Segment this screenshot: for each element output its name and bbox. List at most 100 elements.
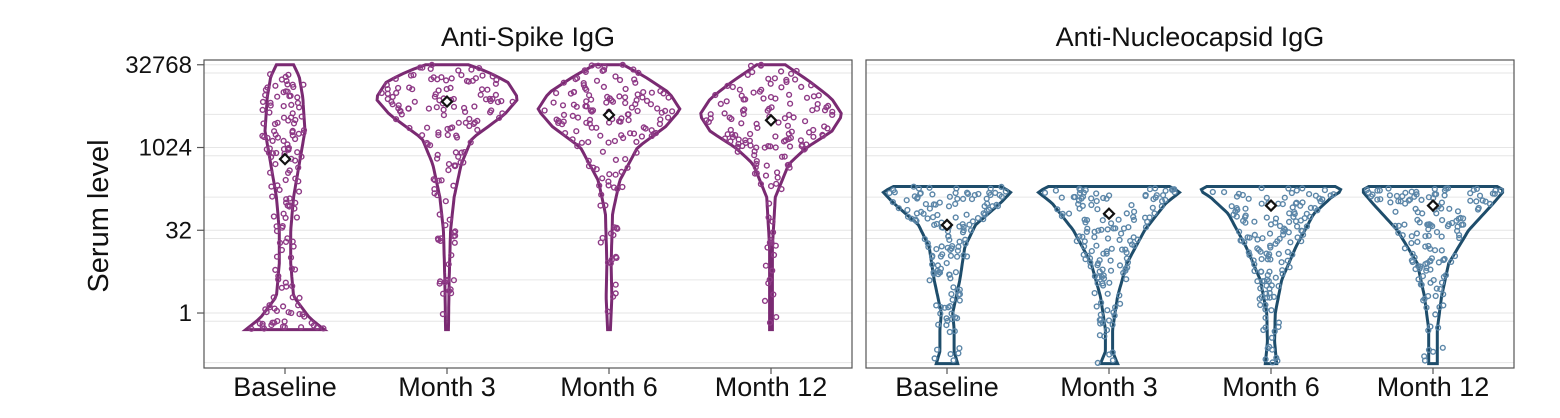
data-point: [604, 93, 611, 101]
data-point: [286, 195, 293, 202]
data-point: [1275, 323, 1282, 331]
data-point: [1447, 258, 1455, 266]
data-point: [290, 120, 298, 127]
mean-marker: [602, 108, 616, 122]
data-point: [1423, 267, 1430, 274]
data-point: [280, 114, 288, 121]
data-point: [1303, 223, 1311, 230]
data-point: [457, 159, 464, 166]
data-point: [272, 131, 279, 138]
data-point: [1262, 306, 1269, 313]
data-point: [1258, 184, 1265, 192]
data-point: [269, 137, 276, 145]
data-point: [1425, 232, 1432, 239]
data-point: [458, 71, 465, 79]
data-point: [476, 64, 483, 72]
data-point: [740, 110, 747, 118]
data-point: [1421, 295, 1428, 302]
data-point: [595, 62, 602, 69]
data-point: [774, 174, 781, 181]
data-point: [1385, 185, 1392, 192]
data-point: [492, 80, 500, 87]
data-point: [634, 107, 641, 115]
data-point: [616, 76, 624, 84]
data-point: [585, 139, 592, 146]
data-point: [1442, 185, 1450, 192]
data-point: [1327, 192, 1334, 199]
data-point: [282, 176, 289, 184]
data-point: [272, 82, 279, 89]
data-point: [1288, 189, 1296, 197]
data-point: [810, 93, 818, 100]
data-point: [767, 80, 774, 87]
data-point: [560, 79, 567, 86]
data-point: [280, 146, 288, 153]
data-point: [1444, 223, 1452, 230]
data-point: [744, 71, 751, 79]
data-point: [933, 346, 941, 353]
data-point: [1103, 248, 1110, 255]
data-point: [619, 183, 626, 191]
data-point: [778, 186, 785, 193]
data-point: [587, 96, 595, 103]
data-point: [1142, 192, 1149, 200]
data-point: [801, 118, 809, 125]
data-point: [436, 211, 443, 218]
data-point: [292, 157, 299, 164]
data-point: [292, 135, 299, 143]
data-point: [419, 64, 426, 71]
data-point: [1054, 206, 1061, 213]
data-point: [296, 294, 303, 302]
data-point: [453, 134, 461, 141]
data-point: [913, 217, 920, 225]
data-point: [952, 269, 960, 276]
data-point: [717, 100, 724, 108]
data-point: [266, 109, 273, 116]
data-point: [1124, 264, 1131, 271]
data-point: [467, 139, 474, 146]
data-point: [810, 133, 817, 140]
data-point: [1266, 343, 1273, 350]
data-point: [750, 89, 757, 96]
data-point: [784, 161, 792, 169]
violin-outline: [1199, 185, 1343, 366]
data-point: [574, 114, 582, 121]
data-point: [450, 103, 458, 110]
data-point: [1439, 344, 1446, 351]
data-point: [1125, 224, 1132, 231]
y-tick-label: 1024: [139, 135, 192, 162]
data-point: [248, 325, 255, 332]
data-point: [269, 150, 277, 157]
data-point: [278, 246, 286, 254]
data-point: [466, 115, 473, 123]
data-point: [721, 110, 728, 117]
data-point: [829, 108, 836, 115]
data-point: [1235, 228, 1243, 235]
data-point: [287, 254, 295, 261]
data-point: [762, 172, 770, 179]
data-point: [1266, 242, 1274, 249]
data-point: [952, 189, 959, 197]
data-point: [1234, 206, 1241, 214]
data-point: [455, 67, 462, 74]
data-point: [946, 246, 954, 254]
data-point: [799, 141, 806, 148]
data-point: [599, 148, 607, 155]
data-point: [261, 325, 268, 332]
data-point: [738, 92, 745, 99]
data-point: [782, 137, 789, 144]
violin-series: [1199, 184, 1343, 366]
data-point: [433, 104, 440, 111]
data-point: [1106, 351, 1113, 358]
data-point: [435, 87, 442, 94]
data-point: [1422, 243, 1429, 250]
data-point: [1413, 188, 1420, 196]
data-point: [778, 84, 785, 91]
data-point: [954, 195, 961, 202]
data-point: [785, 91, 793, 98]
data-point: [1251, 261, 1258, 268]
data-point: [450, 277, 458, 284]
data-point: [1435, 259, 1443, 266]
data-point: [596, 182, 603, 189]
data-point: [580, 79, 587, 87]
